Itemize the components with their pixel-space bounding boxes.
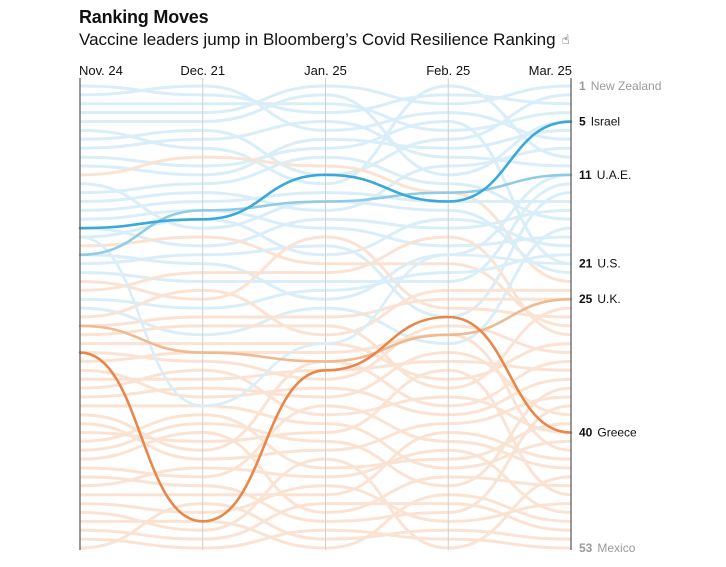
- end-labels: 1 New Zealand 5 Israel 11 U.A.E. 21 U.S. 25 U.K. 4…: [579, 79, 661, 555]
- end-label: 21 U.S.: [579, 257, 621, 271]
- background-line: [79, 120, 572, 266]
- background-line: [79, 386, 572, 488]
- end-label-rank: 1: [579, 79, 586, 93]
- series-line-us[interactable]: [78, 235, 573, 408]
- background-line: [79, 448, 572, 514]
- background-line: [79, 155, 572, 283]
- date-label: Jan. 25: [304, 63, 347, 78]
- date-labels: Nov. 24 Dec. 21 Jan. 25 Feb. 25 Mar. 25: [79, 63, 572, 78]
- background-line: [79, 84, 572, 186]
- end-label: 11 U.A.E.: [579, 168, 631, 182]
- series-line-uk[interactable]: [78, 297, 573, 363]
- background-line: [79, 457, 572, 550]
- end-label: 25 U.K.: [579, 292, 621, 306]
- end-label-rank: 5: [579, 115, 586, 129]
- date-label: Feb. 25: [426, 63, 470, 78]
- end-label-rank: 21: [579, 257, 593, 271]
- axis: [79, 78, 572, 550]
- background-line: [79, 430, 572, 514]
- end-label: 53 Mexico: [579, 541, 636, 555]
- background-line: [79, 306, 572, 390]
- end-label: 40 Greece: [579, 426, 637, 440]
- end-label-name: U.S.: [597, 257, 620, 271]
- end-label-name: U.K.: [597, 292, 620, 306]
- end-label-rank: 40: [579, 426, 593, 440]
- end-label-name: New Zealand: [591, 79, 662, 93]
- background-line: [79, 226, 572, 346]
- end-label: 1 New Zealand: [579, 79, 661, 93]
- background-line: [79, 191, 572, 319]
- pointer-hand-icon[interactable]: ☝: [561, 32, 570, 47]
- background-line: [79, 368, 572, 497]
- end-label-name: Mexico: [597, 541, 635, 555]
- end-label-rank: 25: [579, 292, 593, 306]
- date-label: Mar. 25: [529, 63, 572, 78]
- background-line: [79, 333, 572, 452]
- background-line: [79, 235, 572, 337]
- end-label: 5 Israel: [579, 115, 620, 129]
- background-line: [79, 351, 572, 417]
- end-label-name: Israel: [591, 115, 620, 129]
- background-line: [79, 182, 572, 283]
- date-label: Nov. 24: [79, 63, 123, 78]
- end-label-rank: 11: [579, 168, 592, 182]
- chart-subtitle-text: Vaccine leaders jump in Bloomberg’s Covi…: [79, 30, 556, 49]
- end-label-name: U.A.E.: [597, 168, 632, 182]
- series-line-greece[interactable]: [78, 315, 573, 523]
- chart-title: Ranking Moves: [79, 7, 209, 27]
- chart-subtitle: Vaccine leaders jump in Bloomberg’s Covi…: [79, 30, 569, 50]
- date-gridlines: [202, 78, 449, 550]
- background-line: [79, 173, 572, 301]
- highlighted-lines: [78, 120, 573, 523]
- date-label: Dec. 21: [180, 63, 225, 78]
- end-label-name: Greece: [597, 426, 637, 440]
- background-line: [79, 404, 572, 523]
- background-line: [79, 324, 572, 381]
- end-label-rank: 53: [579, 541, 593, 555]
- series-line-israel[interactable]: [78, 120, 573, 230]
